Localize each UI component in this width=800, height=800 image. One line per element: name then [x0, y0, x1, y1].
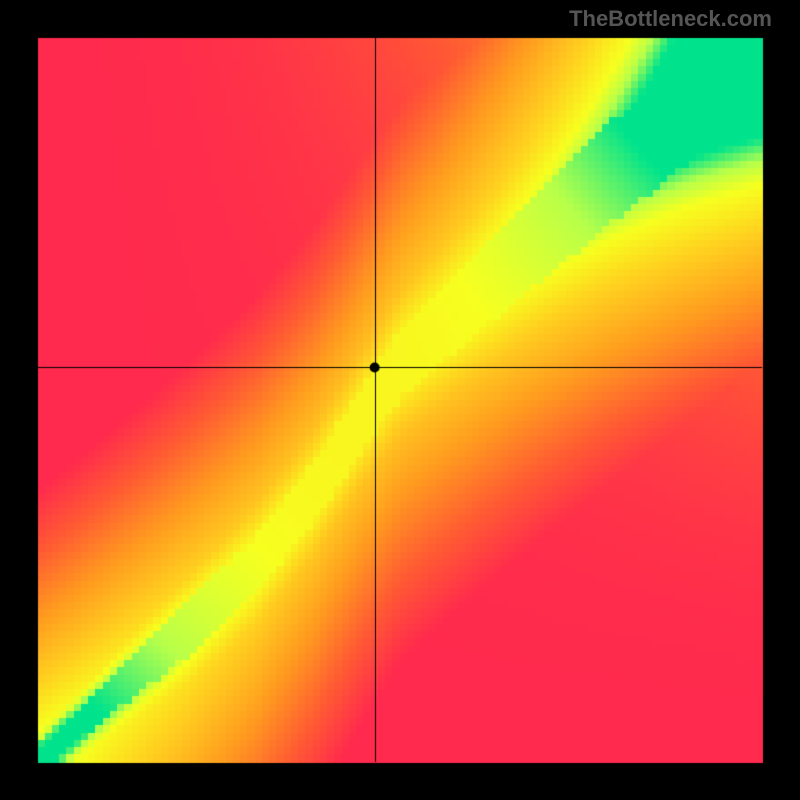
chart-container: TheBottleneck.com	[0, 0, 800, 800]
watermark-text: TheBottleneck.com	[569, 6, 772, 32]
bottleneck-heatmap	[0, 0, 800, 800]
